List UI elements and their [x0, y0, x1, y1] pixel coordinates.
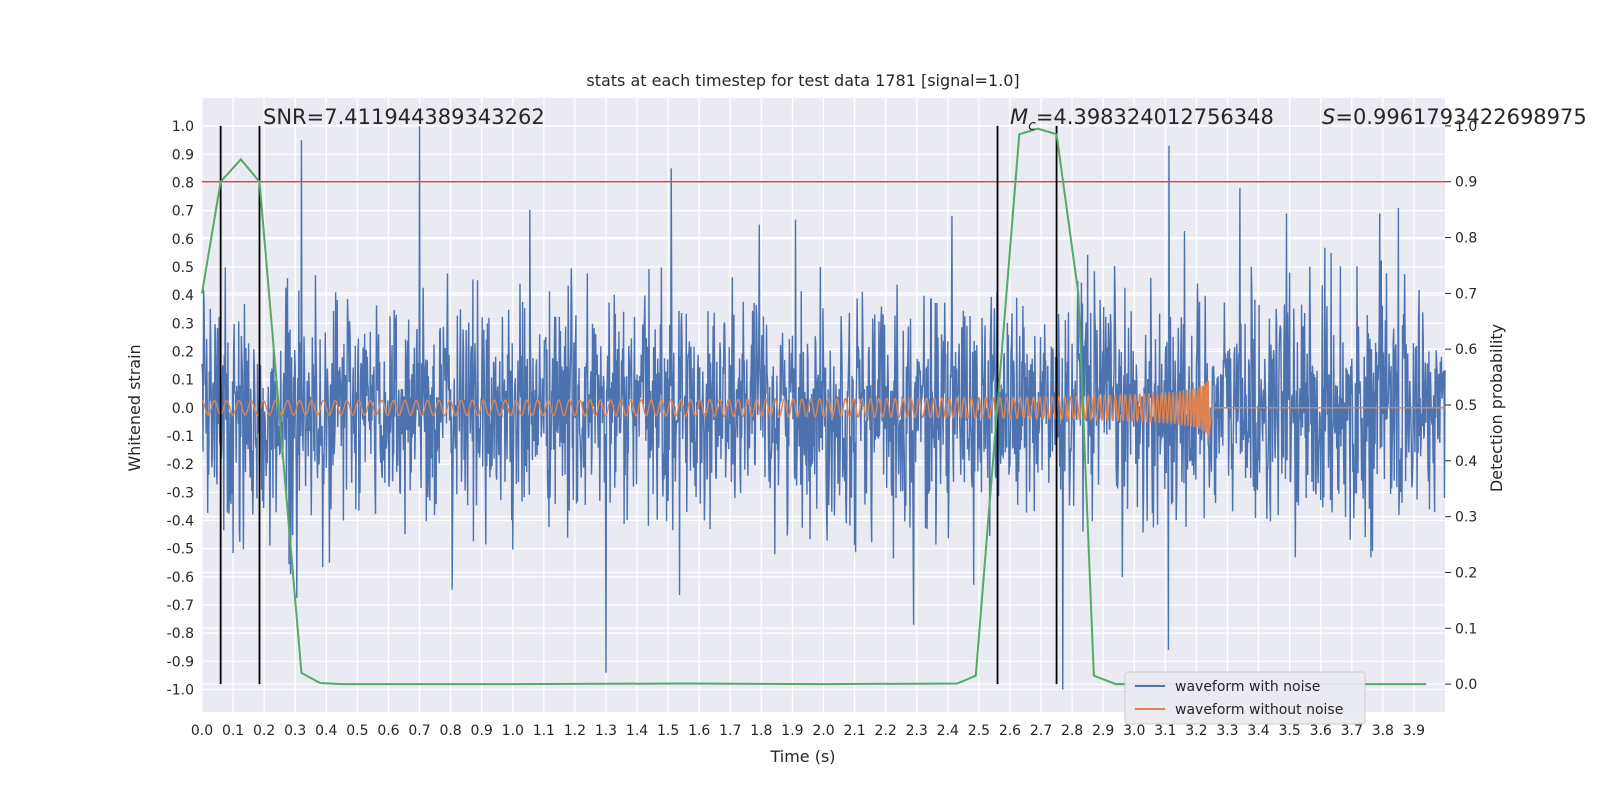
right-y-tick-label-0: 0.0: [1455, 677, 1477, 693]
left-y-tick-labels: -1.0 -0.9 -0.8 -0.7 -0.6 -0.5 -0.4 -0.3 -0.2 -0.1…: [167, 119, 194, 698]
chirp-mass-symbol: M: [1010, 105, 1028, 129]
x-tick-label-39: 3.9: [1403, 723, 1425, 739]
x-tick-label-9: 0.9: [471, 723, 493, 739]
x-tick-label-19: 1.9: [781, 723, 803, 739]
noise-waveform-line: [201, 126, 1446, 690]
left-y-tick-label-11: 0.1: [172, 373, 194, 389]
x-tick-label-10: 1.0: [502, 723, 524, 739]
right-y-axis-label: Detection probability: [1487, 324, 1506, 492]
x-tick-label-14: 1.4: [626, 723, 648, 739]
right-y-tick-label-3: 0.3: [1455, 510, 1477, 526]
chirp-mass-value: =4.398324012756348: [1036, 105, 1274, 129]
x-tick-label-21: 2.1: [843, 723, 865, 739]
x-tick-label-16: 1.6: [688, 723, 710, 739]
left-y-tick-label-9: -0.1: [167, 429, 194, 445]
right-y-tick-label-7: 0.7: [1455, 286, 1477, 302]
x-tick-label-7: 0.7: [408, 723, 430, 739]
x-tick-label-32: 3.2: [1185, 723, 1207, 739]
left-y-tick-label-0: -1.0: [167, 682, 194, 698]
series-waveform-with-noise: [201, 126, 1446, 690]
right-y-tick-label-6: 0.6: [1455, 342, 1477, 358]
x-tick-label-35: 3.5: [1278, 723, 1300, 739]
left-y-tick-label-5: -0.5: [167, 542, 194, 558]
clean-waveform-line: [201, 380, 1445, 438]
right-y-tick-label-10: 1.0: [1455, 119, 1477, 135]
x-tick-label-27: 2.7: [1030, 723, 1052, 739]
x-tick-label-5: 0.5: [346, 723, 368, 739]
left-y-tick-label-6: -0.4: [167, 513, 194, 529]
left-y-axis-label: Whitened strain: [125, 344, 144, 471]
right-y-tick-label-8: 0.8: [1455, 231, 1477, 247]
x-tick-label-15: 1.5: [657, 723, 679, 739]
legend-label-waveform-without-noise: waveform without noise: [1175, 702, 1343, 718]
x-tick-label-1: 0.1: [222, 723, 244, 739]
snr-annotation: SNR=7.411944389343262: [263, 105, 545, 129]
left-y-tick-label-17: 0.7: [172, 204, 194, 220]
x-tick-label-26: 2.6: [999, 723, 1021, 739]
left-y-tick-label-1: -0.9: [167, 654, 194, 670]
x-tick-label-24: 2.4: [937, 723, 959, 739]
chart-title: stats at each timestep for test data 178…: [586, 71, 1019, 90]
x-tick-label-18: 1.8: [750, 723, 772, 739]
left-y-tick-label-16: 0.6: [172, 232, 194, 248]
spin-value: =0.9961793422698975: [1335, 105, 1586, 129]
left-y-tick-label-10: 0.0: [172, 401, 194, 417]
legend-box: [1124, 671, 1366, 725]
right-y-tick-label-9: 0.9: [1455, 175, 1477, 191]
left-y-tick-label-8: -0.2: [167, 457, 194, 473]
x-tick-label-6: 0.6: [377, 723, 399, 739]
left-y-tick-label-19: 0.9: [172, 147, 194, 163]
x-tick-label-29: 2.9: [1092, 723, 1114, 739]
right-y-tick-label-5: 0.5: [1455, 398, 1477, 414]
legend: waveform with noise waveform without noi…: [1124, 671, 1366, 725]
x-tick-label-2: 0.2: [253, 723, 275, 739]
spin-annotation: S=0.9961793422698975: [1322, 105, 1587, 129]
right-y-tick-label-2: 0.2: [1455, 565, 1477, 581]
x-tick-label-34: 3.4: [1247, 723, 1269, 739]
left-y-tick-label-4: -0.6: [167, 570, 194, 586]
x-tick-label-23: 2.3: [906, 723, 928, 739]
left-y-tick-label-2: -0.8: [167, 626, 194, 642]
x-tick-label-36: 3.6: [1310, 723, 1332, 739]
right-y-tick-labels: 0.0 0.1 0.2 0.3 0.4 0.5 0.6 0.7 0.8 0.9 1.0: [1445, 119, 1477, 693]
x-tick-label-0: 0.0: [191, 723, 213, 739]
x-tick-label-33: 3.3: [1216, 723, 1238, 739]
left-y-tick-label-15: 0.5: [172, 260, 194, 276]
left-y-tick-label-3: -0.7: [167, 598, 194, 614]
left-y-tick-label-7: -0.3: [167, 485, 194, 501]
x-tick-label-25: 2.5: [968, 723, 990, 739]
x-tick-label-22: 2.2: [875, 723, 897, 739]
left-y-tick-label-18: 0.8: [172, 175, 194, 191]
x-tick-label-37: 3.7: [1341, 723, 1363, 739]
chirp-mass-annotation: Mc=4.398324012756348: [1010, 105, 1274, 134]
right-y-tick-label-4: 0.4: [1455, 454, 1477, 470]
x-tick-label-3: 0.3: [284, 723, 306, 739]
left-y-tick-label-12: 0.2: [172, 344, 194, 360]
chirp-mass-subscript: c: [1028, 118, 1036, 134]
right-y-tick-label-1: 0.1: [1455, 621, 1477, 637]
x-tick-label-17: 1.7: [719, 723, 741, 739]
x-tick-label-4: 0.4: [315, 723, 337, 739]
x-tick-labels: 0.0 0.1 0.2 0.3 0.4 0.5 0.6 0.7 0.8 0.9 1.0 1.1 1.2 1…: [191, 723, 1425, 739]
detection-probability-line: [201, 127, 1427, 686]
x-tick-label-11: 1.1: [533, 723, 555, 739]
x-tick-label-20: 2.0: [812, 723, 834, 739]
spin-symbol: S: [1322, 105, 1335, 129]
x-tick-label-31: 3.1: [1154, 723, 1176, 739]
left-y-tick-label-14: 0.4: [172, 288, 194, 304]
legend-label-waveform-with-noise: waveform with noise: [1175, 679, 1320, 695]
x-tick-label-30: 3.0: [1123, 723, 1145, 739]
x-tick-label-38: 3.8: [1372, 723, 1394, 739]
left-y-tick-label-13: 0.3: [172, 316, 194, 332]
overlay-lines: [201, 125, 1445, 686]
left-y-tick-label-20: 1.0: [172, 119, 194, 135]
x-tick-label-28: 2.8: [1061, 723, 1083, 739]
x-tick-label-12: 1.2: [564, 723, 586, 739]
series-waveform-without-noise: [201, 380, 1445, 438]
x-tick-label-8: 0.8: [439, 723, 461, 739]
x-tick-label-13: 1.3: [595, 723, 617, 739]
x-axis-label: Time (s): [769, 747, 835, 766]
